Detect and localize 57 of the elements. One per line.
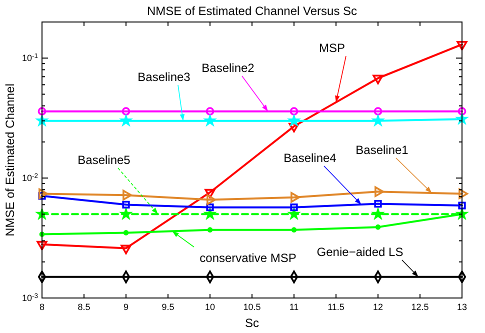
text: Baseline1 — [356, 143, 409, 157]
point — [122, 190, 132, 200]
x-tick-label: 8.5 — [78, 302, 90, 312]
y-tick-label: 10$^{-1}$ — [22, 52, 38, 64]
point — [123, 230, 129, 236]
x-axis-title: Sc — [244, 316, 260, 330]
chart-title: NMSE of Estimated Channel Versus Sc — [146, 4, 358, 18]
point — [36, 116, 48, 126]
y-tick-label: 10$^{-3}$ — [22, 292, 38, 303]
point — [120, 208, 132, 219]
point — [204, 208, 216, 219]
point — [204, 188, 216, 198]
point — [458, 188, 468, 200]
x-tick-label: 8 — [39, 302, 45, 312]
point — [456, 40, 468, 50]
x-tick-label: 11 — [289, 302, 299, 312]
point — [375, 224, 381, 230]
point — [374, 186, 384, 197]
x-tick-label: 10 — [204, 302, 216, 312]
point — [290, 204, 298, 212]
point — [206, 204, 214, 212]
point — [374, 200, 382, 208]
point — [372, 208, 384, 219]
point — [122, 107, 130, 116]
point — [290, 107, 298, 116]
y-tick-label: 10$^{-2}$ — [22, 172, 38, 184]
series-label: Genie−aided LS — [316, 245, 404, 259]
text: Baseline3 — [138, 70, 191, 84]
y-axis-title: NMSE of Estimated Channel — [3, 84, 17, 236]
point — [458, 202, 466, 210]
point — [36, 208, 48, 219]
point — [288, 122, 300, 132]
x-tick-label: 12 — [372, 302, 384, 312]
point — [206, 107, 214, 116]
point — [288, 208, 300, 219]
point — [456, 114, 468, 124]
point — [372, 74, 384, 84]
x-tick-label: 9.5 — [162, 302, 174, 312]
text: Baseline4 — [284, 151, 337, 165]
text: Baseline5 — [78, 153, 131, 167]
x-tick-label: 11.5 — [328, 302, 344, 312]
point — [291, 227, 297, 233]
text: Baseline2 — [202, 61, 255, 75]
x-tick-label: 12.5 — [411, 302, 429, 312]
text: MSP — [318, 41, 346, 55]
point — [206, 194, 216, 206]
x-tick-label: 10.5 — [243, 302, 261, 312]
point — [374, 107, 382, 116]
point — [38, 188, 48, 200]
point — [120, 244, 132, 254]
point — [36, 240, 48, 250]
series-label: conservative MSP — [200, 251, 296, 265]
x-tick-label: 13 — [456, 302, 468, 312]
point — [122, 200, 130, 208]
point — [207, 227, 213, 233]
point — [290, 192, 300, 203]
x-tick-label: 9 — [123, 302, 129, 312]
